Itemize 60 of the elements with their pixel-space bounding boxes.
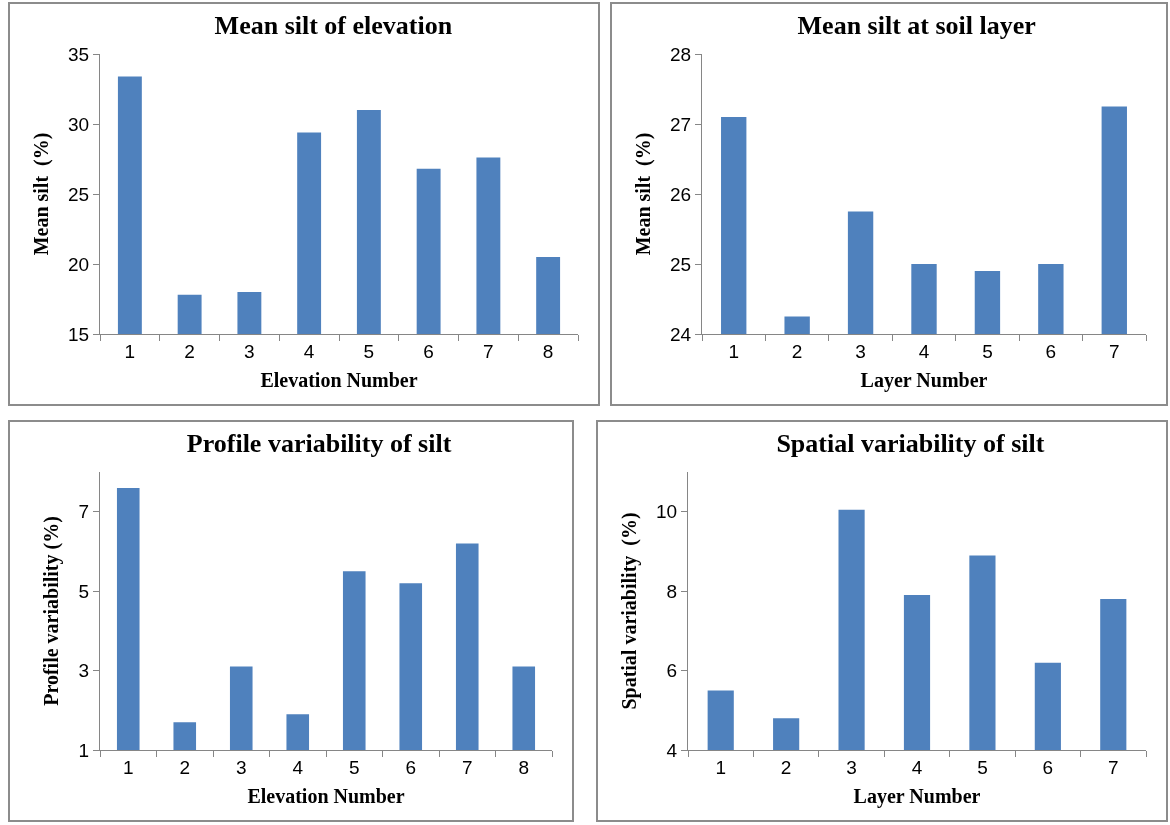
y-tick-label: 3: [78, 660, 90, 682]
x-tick-label: 1: [728, 340, 739, 362]
x-tick-label: 8: [518, 756, 530, 778]
x-tick-label: 4: [303, 340, 315, 362]
x-tick-label: 4: [918, 340, 930, 362]
y-tick-label: 10: [656, 501, 678, 523]
y-tick-label: 25: [670, 253, 692, 275]
x-tick-label: 7: [1108, 756, 1119, 778]
x-tick-label: 8: [542, 340, 554, 362]
x-tick-label: 6: [423, 340, 434, 362]
x-tick-label: 3: [855, 340, 866, 362]
chart-title: Spatial variability of silt: [776, 429, 1045, 459]
x-tick-label: 2: [780, 756, 792, 778]
x-tick-label: 5: [977, 756, 988, 778]
x-axis-title: Layer Number: [853, 785, 981, 809]
x-tick-label: 3: [244, 340, 255, 362]
y-tick-label: 24: [670, 323, 692, 345]
x-tick-label: 2: [791, 340, 803, 362]
x-tick-label: 7: [461, 756, 473, 778]
y-tick-label: 26: [670, 183, 692, 205]
y-tick-label: 30: [68, 113, 90, 135]
x-tick-label: 1: [715, 756, 726, 778]
x-tick-label: 2: [179, 756, 191, 778]
x-tick-label: 7: [1109, 340, 1120, 362]
x-tick-label: 5: [348, 756, 360, 778]
y-tick-label: 6: [666, 660, 678, 682]
x-tick-label: 5: [982, 340, 993, 362]
y-tick-label: 25: [68, 183, 90, 205]
chart-title: Mean silt of elevation: [214, 11, 453, 41]
y-tick-label: 5: [78, 580, 90, 602]
x-axis-title: Elevation Number: [247, 785, 405, 808]
x-tick-label: 2: [184, 340, 195, 362]
y-axis-title: Spatial variability (%): [617, 512, 641, 710]
x-tick-label: 6: [405, 756, 417, 778]
x-tick-label: 6: [1045, 340, 1057, 362]
y-tick-label: 20: [68, 253, 90, 275]
x-tick-label: 4: [911, 756, 923, 778]
x-axis-title: Layer Number: [860, 369, 988, 393]
y-axis-title: Profile variability (%): [40, 516, 64, 706]
x-tick-label: 3: [846, 756, 857, 778]
y-tick-label: 1: [78, 739, 90, 761]
y-tick-label: 35: [68, 43, 90, 65]
chart-title: Profile variability of silt: [186, 429, 452, 459]
x-tick-label: 1: [122, 756, 134, 778]
y-tick-label: 7: [78, 501, 90, 523]
x-tick-label: 3: [235, 756, 247, 778]
x-tick-label: 6: [1042, 756, 1054, 778]
x-tick-label: 5: [363, 340, 375, 362]
y-tick-label: 4: [666, 739, 678, 761]
y-tick-label: 8: [666, 580, 678, 602]
y-axis-title: Mean silt (%): [631, 132, 655, 256]
x-axis-title: Elevation Number: [260, 369, 418, 392]
y-axis-title: Mean silt (%): [29, 132, 53, 256]
x-tick-label: 1: [124, 340, 136, 362]
y-tick-label: 15: [68, 323, 90, 345]
x-tick-label: 7: [483, 340, 494, 362]
x-tick-label: 4: [292, 756, 304, 778]
y-tick-label: 28: [670, 43, 692, 65]
chart-title: Mean silt at soil layer: [797, 11, 1036, 41]
y-tick-label: 27: [670, 113, 692, 135]
